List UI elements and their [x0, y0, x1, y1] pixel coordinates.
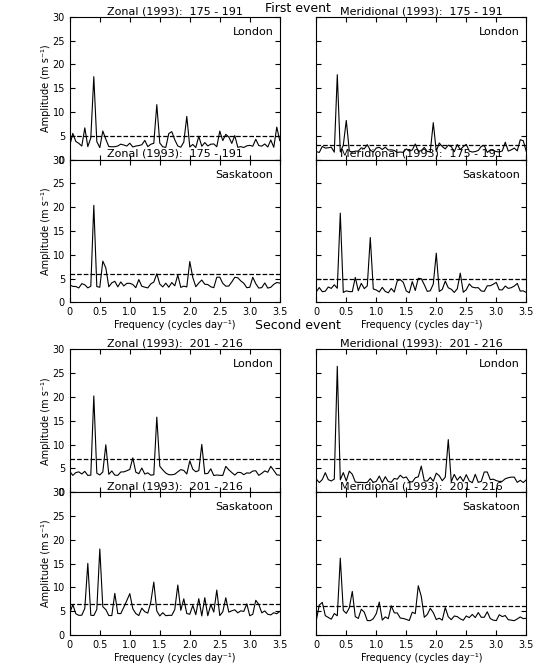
X-axis label: Frequency (cycles day⁻¹): Frequency (cycles day⁻¹): [360, 320, 482, 330]
Text: Saskatoon: Saskatoon: [215, 169, 273, 179]
Title: Zonal (1993):  201 - 216: Zonal (1993): 201 - 216: [107, 339, 243, 349]
Text: London: London: [233, 27, 273, 37]
Y-axis label: Amplitude (m s⁻¹): Amplitude (m s⁻¹): [41, 377, 51, 464]
Title: Zonal (1993):  175 - 191: Zonal (1993): 175 - 191: [107, 6, 243, 16]
Title: Meridional (1993):  175 - 191: Meridional (1993): 175 - 191: [340, 6, 503, 16]
Text: Saskatoon: Saskatoon: [215, 502, 273, 512]
Y-axis label: Amplitude (m s⁻¹): Amplitude (m s⁻¹): [41, 44, 51, 132]
X-axis label: Frequency (cycles day⁻¹): Frequency (cycles day⁻¹): [114, 653, 236, 663]
Title: Zonal (1993):  201 - 216: Zonal (1993): 201 - 216: [107, 481, 243, 491]
X-axis label: Frequency (cycles day⁻¹): Frequency (cycles day⁻¹): [360, 653, 482, 663]
Text: First event: First event: [265, 2, 331, 15]
Y-axis label: Amplitude (m s⁻¹): Amplitude (m s⁻¹): [41, 187, 51, 275]
Title: Meridional (1993):  175 - 191: Meridional (1993): 175 - 191: [340, 149, 503, 159]
X-axis label: Frequency (cycles day⁻¹): Frequency (cycles day⁻¹): [114, 320, 236, 330]
Text: London: London: [479, 360, 520, 370]
Title: Meridional (1993):  201 - 216: Meridional (1993): 201 - 216: [340, 481, 503, 491]
Y-axis label: Amplitude (m s⁻¹): Amplitude (m s⁻¹): [41, 520, 51, 607]
Text: Saskatoon: Saskatoon: [462, 169, 520, 179]
Text: Saskatoon: Saskatoon: [462, 502, 520, 512]
Text: London: London: [479, 27, 520, 37]
Title: Meridional (1993):  201 - 216: Meridional (1993): 201 - 216: [340, 339, 503, 349]
Title: Zonal (1993):  175 - 191: Zonal (1993): 175 - 191: [107, 149, 243, 159]
Text: London: London: [233, 360, 273, 370]
Text: Second event: Second event: [255, 319, 341, 333]
